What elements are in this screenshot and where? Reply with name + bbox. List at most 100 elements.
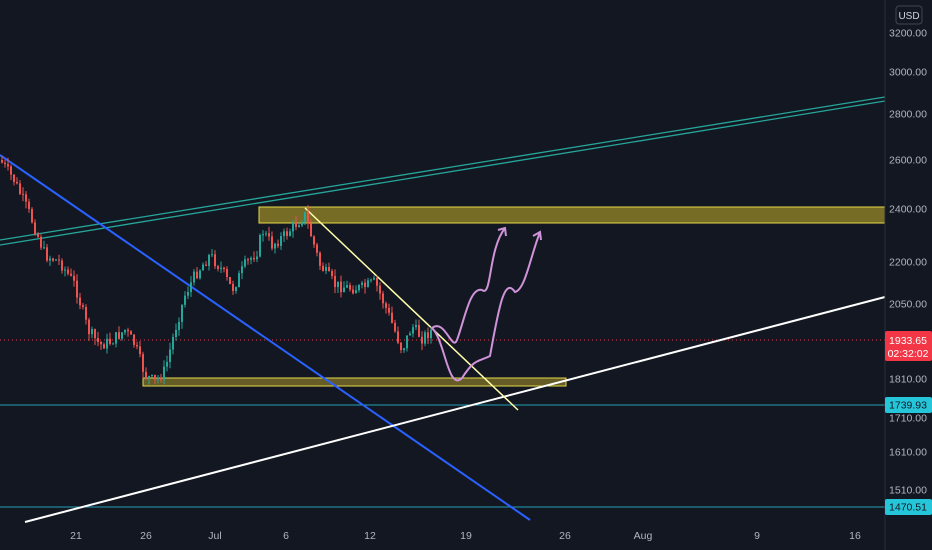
candle-body <box>319 252 321 266</box>
candle-body <box>298 225 300 228</box>
candle-body <box>94 329 96 339</box>
candle-body <box>364 282 366 288</box>
last-price-label-bg <box>885 331 932 361</box>
candle-body <box>355 290 357 294</box>
currency-badge[interactable]: USD <box>895 5 923 25</box>
resistance-zone <box>258 206 886 224</box>
candle-body <box>268 233 270 237</box>
candle-body <box>247 259 249 261</box>
candle-body <box>97 338 99 342</box>
candle-body <box>316 244 318 253</box>
projection-path <box>431 227 506 344</box>
candle-body <box>52 258 54 261</box>
channel-upper-line <box>0 96 886 241</box>
candle-body <box>112 343 114 345</box>
candle-body <box>415 325 417 328</box>
candle-body <box>148 376 150 379</box>
candle-body <box>91 329 93 335</box>
price-axis: USD 3200.00 3000.00 2800.00 2600.00 2400.00 2… <box>884 0 932 550</box>
candle-body <box>190 282 192 293</box>
candle-body <box>343 287 345 293</box>
candle-body <box>391 312 393 323</box>
candle-body <box>46 247 48 261</box>
candle-body <box>265 233 267 235</box>
candle-body <box>340 281 342 293</box>
candle-body <box>424 332 426 344</box>
support-label: 1470.51 <box>885 499 932 515</box>
candle-body <box>325 267 327 271</box>
x-tick-label: 26 <box>559 530 571 542</box>
candle-body <box>244 259 246 267</box>
candle-body <box>337 281 339 288</box>
candle-body <box>31 209 33 223</box>
candle-body <box>373 277 375 280</box>
candle-body <box>214 254 216 267</box>
candle-body <box>307 211 309 224</box>
projection-path <box>431 231 541 382</box>
y-tick-label: 2400.00 <box>889 204 927 216</box>
candle-body <box>271 236 273 249</box>
candle-body <box>16 181 18 184</box>
y-tick-label: 1710.00 <box>889 413 927 425</box>
candle-body <box>121 332 123 339</box>
x-tick-label: 16 <box>849 530 861 542</box>
y-tick-label: 2600.00 <box>889 155 927 167</box>
candle-body <box>331 271 333 277</box>
candle-body <box>61 260 63 271</box>
candle-body <box>334 276 336 288</box>
candle-body <box>7 164 9 167</box>
last-price-countdown: 02:32:02 <box>888 348 929 360</box>
candle-body <box>10 166 12 175</box>
candle-body <box>421 336 423 344</box>
candle-body <box>25 194 27 202</box>
candle-body <box>49 258 51 261</box>
candle-body <box>226 269 228 278</box>
candle-body <box>199 270 201 279</box>
candle-body <box>361 282 363 285</box>
candle-body <box>379 285 381 294</box>
candle-body <box>82 305 84 307</box>
price-axis-background <box>885 0 932 550</box>
candle-body <box>232 283 234 291</box>
channel-lower-line <box>0 100 886 246</box>
candle-body <box>184 295 186 305</box>
candle-body <box>187 292 189 296</box>
candle-body <box>358 284 360 291</box>
candle-body <box>178 321 180 330</box>
candle-body <box>304 211 306 223</box>
candle-body <box>37 234 39 237</box>
yellow-trendline <box>304 207 519 411</box>
x-tick-label: Jul <box>208 530 221 542</box>
x-tick-label: 21 <box>70 530 82 542</box>
candle-body <box>58 259 60 261</box>
candle-body <box>295 222 297 228</box>
candle-body <box>79 297 81 306</box>
candle-body <box>169 349 171 362</box>
candle-body <box>13 174 15 182</box>
candle-body <box>235 287 237 291</box>
candle-body <box>67 269 69 274</box>
candle-body <box>376 277 378 286</box>
projection-arrow <box>532 230 542 241</box>
candle-body <box>301 222 303 226</box>
candle-body <box>430 329 432 339</box>
candle-body <box>397 331 399 343</box>
y-tick-label: 1510.00 <box>889 485 927 497</box>
candle-body <box>181 304 183 322</box>
candle-body <box>157 377 159 380</box>
candle-body <box>211 254 213 256</box>
y-tick-label: 3200.00 <box>889 28 927 40</box>
candle-body <box>223 267 225 270</box>
candle-body <box>412 327 414 334</box>
candle-body <box>118 332 120 339</box>
candle-body <box>136 344 138 347</box>
y-tick-label: 1610.00 <box>889 447 927 459</box>
candle-body <box>172 336 174 350</box>
candle-body <box>286 231 288 236</box>
y-tick-label: 1810.00 <box>889 374 927 386</box>
candle-body <box>142 354 144 372</box>
